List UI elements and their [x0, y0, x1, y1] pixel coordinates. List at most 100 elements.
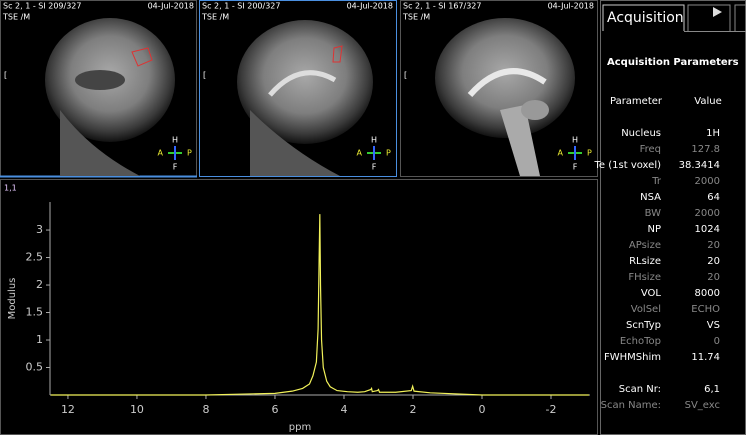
- param-value: 6,1: [704, 384, 720, 395]
- orientation-label: P: [587, 149, 592, 158]
- orientation-label: A: [357, 149, 363, 158]
- param-label: Scan Name:: [601, 400, 661, 411]
- neck-image: [250, 110, 340, 176]
- param-value: 20: [707, 256, 720, 267]
- panel-header: Sc 2, 1 - SI 167/327: [403, 2, 481, 11]
- corpus-image: [268, 70, 337, 97]
- brain-image: [237, 20, 373, 144]
- image-panel[interactable]: [0, 0, 197, 178]
- sidebar-title: Acquisition Parameters: [607, 57, 739, 68]
- orientation-label: F: [573, 163, 578, 172]
- image-panel[interactable]: [400, 0, 598, 177]
- param-label: VOL: [641, 288, 662, 299]
- spectrum-line: [50, 214, 589, 396]
- param-value: 20: [707, 272, 720, 283]
- panel-header: Sc 2, 1 - SI 200/327: [202, 2, 280, 11]
- param-label: NP: [647, 224, 661, 235]
- orientation-label: A: [158, 149, 164, 158]
- param-value: 64: [707, 192, 720, 203]
- param-value: 38.3414: [679, 160, 720, 171]
- play-icon[interactable]: [713, 7, 722, 17]
- param-value: 1H: [706, 128, 720, 139]
- panel-sequence: TSE /M: [2, 13, 30, 22]
- orientation-label: F: [372, 163, 377, 172]
- panel-sequence: TSE /M: [201, 13, 229, 22]
- param-label: Te (1st voxel): [594, 160, 662, 171]
- param-value: 8000: [695, 288, 720, 299]
- voxel-roi: [332, 45, 343, 63]
- cerebellum-image: [521, 100, 549, 120]
- brainstem-image: [500, 105, 540, 176]
- x-tick-label: 4: [340, 403, 347, 416]
- x-tick-label: 12: [61, 403, 75, 416]
- tab[interactable]: [602, 4, 685, 31]
- voxel-roi: [131, 47, 153, 67]
- y-tick-label: 0.5: [26, 361, 44, 374]
- x-tick-label: 6: [271, 403, 278, 416]
- y-axis-label: Modulus: [7, 278, 18, 320]
- y-tick-label: 3: [36, 223, 43, 236]
- column-header: Parameter: [610, 96, 663, 107]
- x-tick-label: 0: [479, 403, 486, 416]
- param-label: NSA: [640, 192, 661, 203]
- panel-side-marker: [: [4, 71, 7, 80]
- tab[interactable]: [734, 4, 746, 31]
- y-tick-label: 2: [36, 278, 43, 291]
- param-label: EchoTop: [620, 336, 661, 347]
- param-value: 11.74: [691, 352, 720, 363]
- param-value: VS: [707, 320, 720, 331]
- panel-side-marker: [: [404, 71, 407, 80]
- panel-date: 04-Jul-2018: [347, 2, 393, 11]
- param-value: 127.8: [691, 144, 720, 155]
- tab-label[interactable]: Acquisition: [607, 10, 684, 26]
- param-label: Nucleus: [621, 128, 661, 139]
- panel-date: 04-Jul-2018: [548, 2, 594, 11]
- orientation-label: F: [173, 163, 178, 172]
- param-label: BW: [645, 208, 662, 219]
- orientation-label: H: [172, 136, 178, 145]
- param-value: SV_exc: [685, 400, 720, 411]
- param-value: 20: [707, 240, 720, 251]
- param-label: ScnTyp: [626, 320, 661, 331]
- x-tick-label: 10: [130, 403, 144, 416]
- param-value: 0: [714, 336, 720, 347]
- x-axis-label: ppm: [289, 422, 311, 433]
- y-tick-label: 1.5: [26, 306, 44, 319]
- x-tick-label: 2: [409, 403, 416, 416]
- panel-side-marker: [: [203, 71, 206, 80]
- param-value: 2000: [695, 208, 720, 219]
- param-label: RLsize: [629, 256, 661, 267]
- image-panel[interactable]: [199, 0, 397, 177]
- param-label: FHsize: [628, 272, 661, 283]
- panel-header: Sc 2, 1 - SI 209/327: [3, 2, 81, 11]
- param-label: Freq: [640, 144, 661, 155]
- plot-label: 1,1: [4, 184, 17, 193]
- panel-date: 04-Jul-2018: [148, 2, 194, 11]
- orientation-label: H: [371, 136, 377, 145]
- orientation-label: P: [187, 149, 192, 158]
- orientation-label: H: [572, 136, 578, 145]
- param-value: 2000: [695, 176, 720, 187]
- plot-frame: [0, 179, 598, 435]
- param-value: 1024: [695, 224, 720, 235]
- column-header: Value: [694, 96, 721, 107]
- neck-image: [60, 110, 140, 176]
- ventricle-image: [75, 70, 125, 90]
- y-tick-label: 2.5: [26, 251, 44, 264]
- param-label: APsize: [629, 240, 661, 251]
- orientation-label: P: [386, 149, 391, 158]
- x-tick-label: -2: [546, 403, 557, 416]
- param-label: Tr: [651, 176, 662, 187]
- panel-sequence: TSE /M: [402, 13, 430, 22]
- x-tick-label: 8: [202, 403, 209, 416]
- param-label: Scan Nr:: [619, 384, 661, 395]
- param-label: VolSel: [631, 304, 661, 315]
- orientation-label: A: [558, 149, 564, 158]
- tab[interactable]: [687, 4, 731, 31]
- param-label: FWHMShim: [604, 352, 661, 363]
- y-tick-label: 1: [36, 333, 43, 346]
- sidebar: [600, 0, 746, 435]
- param-value: ECHO: [691, 304, 720, 315]
